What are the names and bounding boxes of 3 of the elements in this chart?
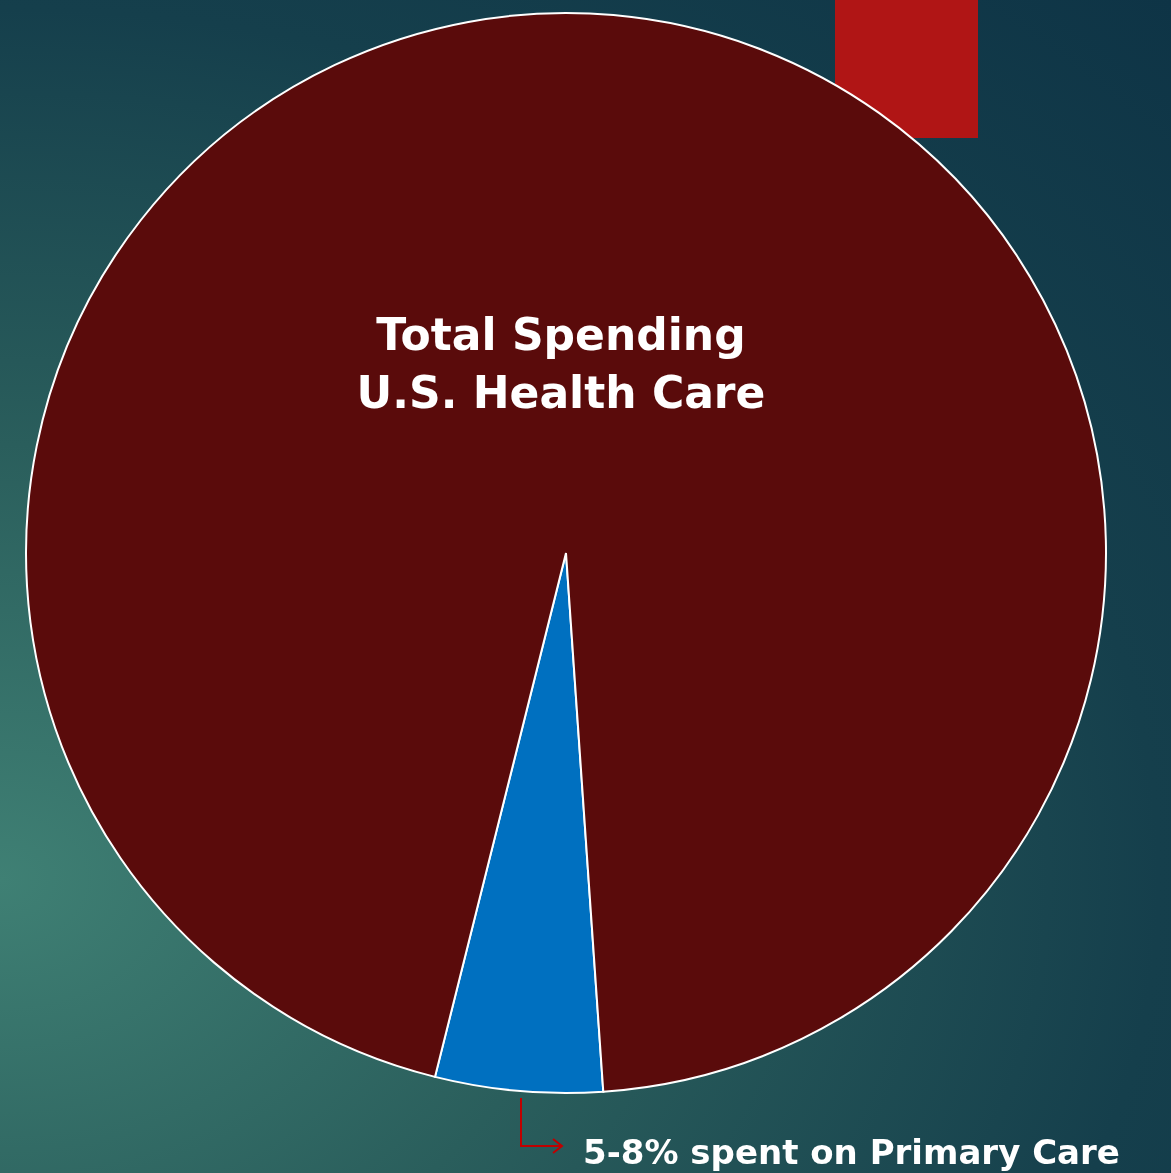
slice-label: 5-8% spent on Primary Care [583,1132,1120,1172]
slice-label: Total Spending U.S. Health Care [356,309,766,418]
pie-slice [25,12,1107,1093]
